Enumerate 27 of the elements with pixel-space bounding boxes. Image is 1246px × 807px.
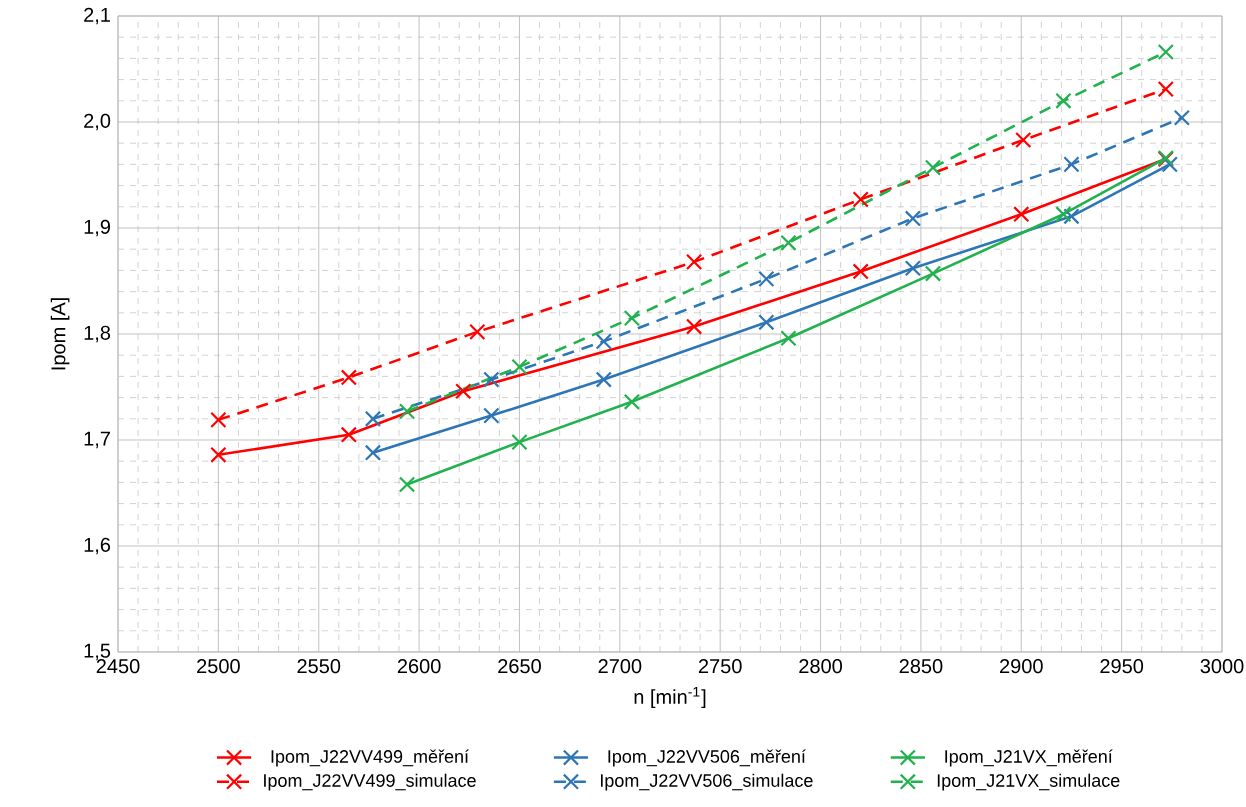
x-tick-label: 2800 <box>799 659 843 674</box>
y-axis-title: Ipom [A] <box>50 298 70 370</box>
y-tick-label: 1,7 <box>84 431 110 449</box>
legend-label: Ipom_J21VX_simulace <box>937 773 1120 791</box>
x-tick-label: 2900 <box>1000 659 1043 674</box>
y-tick-label: 1,5 <box>84 643 111 661</box>
legend-label: Ipom_J22VV506_simulace <box>600 773 813 791</box>
legend-label: Ipom_J22VV499_měření <box>271 749 469 767</box>
x-tick-label: 2950 <box>1100 659 1144 674</box>
x-tick-label: 2500 <box>197 659 240 674</box>
x-tick-label: 2450 <box>96 659 140 674</box>
x-tick-label: 2600 <box>397 659 441 674</box>
x-tick-label: 2750 <box>698 659 742 674</box>
y-tick-label: 1,6 <box>84 537 111 555</box>
legend-label: Ipom_J21VX_měření <box>945 749 1113 767</box>
legend-label: Ipom_J22VV506_měření <box>608 749 806 767</box>
x-axis-title: n [min$^{-1}$] <box>634 686 706 708</box>
y-tick-label: 2,1 <box>84 7 110 25</box>
x-tick-label: 2850 <box>899 659 943 674</box>
y-tick-label: 2,0 <box>84 113 111 131</box>
x-tick-label: 2650 <box>498 659 541 674</box>
x-tick-label: 2550 <box>297 659 341 674</box>
x-tick-label: 3000 <box>1200 659 1244 674</box>
x-tick-label: 2700 <box>598 659 642 674</box>
legend-label: Ipom_J22VV499_simulace <box>264 773 476 791</box>
y-tick-label: 1,8 <box>84 325 111 343</box>
y-tick-label: 1,9 <box>84 219 111 237</box>
